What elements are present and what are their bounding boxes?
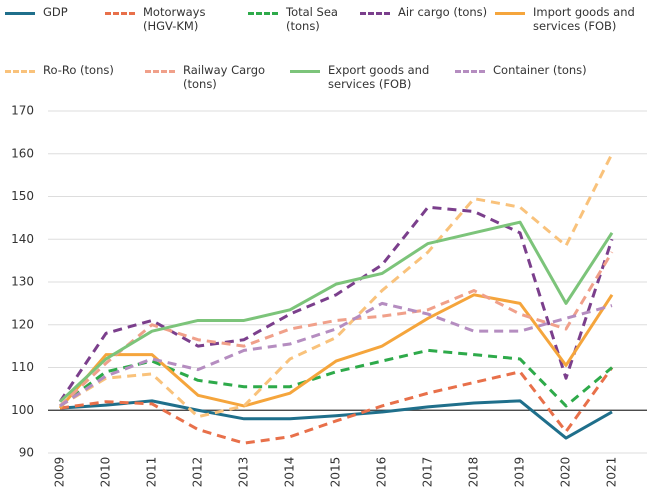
y-tick-label: 100	[11, 403, 34, 417]
x-tick-label: 2018	[467, 457, 481, 488]
legend-swatch	[455, 70, 485, 73]
series-line	[59, 399, 613, 440]
legend-swatch	[5, 12, 35, 15]
y-tick-label: 120	[11, 317, 34, 331]
series-line	[58, 220, 614, 403]
legend-label: Export goods and services (FOB)	[328, 63, 430, 91]
legend-label: Import goods and services (FOB)	[533, 5, 635, 33]
x-tick-label: 2010	[99, 457, 113, 488]
legend-swatch	[105, 12, 135, 15]
series-line	[59, 348, 613, 408]
legend-label: Ro-Ro (tons)	[43, 63, 114, 77]
legend-swatch	[5, 70, 35, 73]
legend-swatch	[248, 12, 278, 15]
y-tick-label: 140	[11, 232, 34, 246]
x-tick-label: 2021	[605, 457, 619, 488]
legend-label: Motorways (HGV-KM)	[143, 5, 206, 33]
legend-label: Container (tons)	[493, 63, 587, 77]
legend-swatch	[290, 70, 320, 73]
x-tick-label: 2019	[513, 457, 527, 488]
x-tick-label: 2009	[53, 457, 67, 488]
series-line	[58, 293, 614, 410]
legend-label: Air cargo (tons)	[398, 5, 488, 19]
legend-label: Total Sea (tons)	[286, 5, 338, 33]
legend-swatch	[360, 12, 390, 15]
x-tick-label: 2013	[237, 457, 251, 488]
legend-swatch	[495, 12, 525, 15]
y-tick-label: 160	[11, 146, 34, 160]
x-tick-label: 2014	[283, 457, 297, 488]
legend-swatch	[145, 70, 175, 73]
x-tick-label: 2017	[421, 457, 435, 488]
y-tick-label: 170	[11, 104, 34, 118]
y-tick-label: 110	[11, 360, 34, 374]
series-line	[59, 366, 614, 445]
x-tick-label: 2012	[191, 457, 205, 488]
x-tick-label: 2020	[559, 457, 573, 488]
legend-label: Railway Cargo (tons)	[183, 63, 266, 91]
y-tick-label: 150	[11, 189, 34, 203]
y-tick-label: 130	[11, 275, 34, 289]
series-line	[58, 251, 614, 408]
y-tick-label: 90	[19, 446, 34, 460]
series-line	[58, 205, 614, 403]
legend-label: GDP	[43, 5, 68, 19]
x-tick-label: 2011	[145, 457, 159, 488]
x-tick-label: 2015	[329, 457, 343, 488]
x-tick-label: 2016	[375, 457, 389, 488]
